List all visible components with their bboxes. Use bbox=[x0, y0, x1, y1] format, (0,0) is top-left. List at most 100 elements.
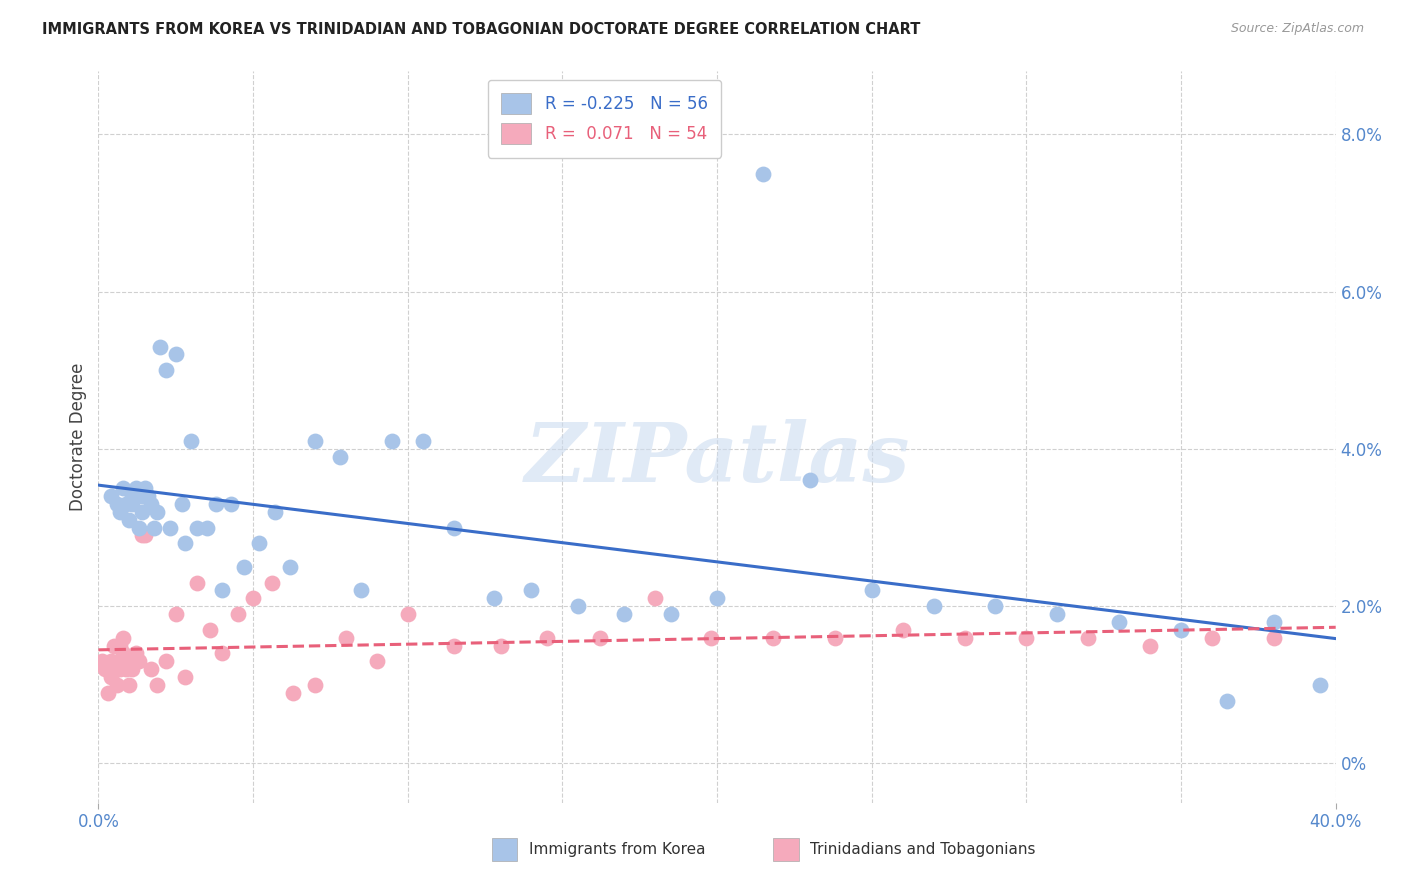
Point bbox=[329, 450, 352, 464]
Point bbox=[108, 505, 131, 519]
Point bbox=[366, 654, 388, 668]
Point bbox=[283, 686, 305, 700]
Point bbox=[146, 678, 169, 692]
Point bbox=[613, 607, 636, 621]
Point bbox=[118, 678, 141, 692]
Point bbox=[706, 591, 728, 606]
Point bbox=[520, 583, 543, 598]
Point bbox=[567, 599, 589, 614]
Point bbox=[443, 520, 465, 534]
Point bbox=[103, 662, 125, 676]
Point bbox=[263, 505, 285, 519]
Point bbox=[155, 654, 177, 668]
Point bbox=[146, 505, 169, 519]
Text: Trinidadians and Tobagonians: Trinidadians and Tobagonians bbox=[810, 842, 1035, 857]
Point bbox=[860, 583, 883, 598]
Point bbox=[121, 497, 143, 511]
Point bbox=[165, 607, 187, 621]
Point bbox=[1077, 631, 1099, 645]
Point bbox=[211, 583, 233, 598]
Point bbox=[304, 434, 326, 448]
Point bbox=[278, 559, 301, 574]
Point bbox=[149, 340, 172, 354]
Point bbox=[260, 575, 283, 590]
Point bbox=[97, 662, 120, 676]
Point bbox=[247, 536, 270, 550]
Point bbox=[128, 654, 150, 668]
Point bbox=[103, 639, 125, 653]
Point bbox=[100, 670, 122, 684]
Point bbox=[226, 607, 249, 621]
Point bbox=[1263, 615, 1285, 629]
Point bbox=[134, 481, 156, 495]
Text: Immigrants from Korea: Immigrants from Korea bbox=[529, 842, 706, 857]
Point bbox=[891, 623, 914, 637]
Point bbox=[484, 591, 506, 606]
Point bbox=[350, 583, 373, 598]
Point bbox=[232, 559, 254, 574]
Point bbox=[211, 646, 233, 660]
Point bbox=[105, 497, 128, 511]
Point bbox=[115, 662, 138, 676]
Point bbox=[124, 481, 146, 495]
Point bbox=[762, 631, 785, 645]
Point bbox=[136, 489, 159, 503]
Point bbox=[1170, 623, 1192, 637]
Point bbox=[304, 678, 326, 692]
Text: ZIPatlas: ZIPatlas bbox=[524, 419, 910, 499]
Point bbox=[93, 662, 115, 676]
Point bbox=[121, 489, 143, 503]
Point bbox=[105, 678, 128, 692]
Point bbox=[381, 434, 404, 448]
Point bbox=[205, 497, 228, 511]
Point bbox=[922, 599, 945, 614]
Point bbox=[112, 646, 135, 660]
Point bbox=[195, 520, 218, 534]
Point bbox=[984, 599, 1007, 614]
Point bbox=[131, 505, 153, 519]
Point bbox=[198, 623, 221, 637]
Point bbox=[124, 646, 146, 660]
Point bbox=[824, 631, 846, 645]
Point bbox=[100, 489, 122, 503]
Point bbox=[100, 654, 122, 668]
Point bbox=[121, 662, 143, 676]
Point bbox=[1201, 631, 1223, 645]
Point bbox=[221, 497, 243, 511]
Point bbox=[170, 497, 193, 511]
Point bbox=[186, 520, 208, 534]
Point bbox=[131, 489, 153, 503]
Point bbox=[128, 520, 150, 534]
Point bbox=[953, 631, 976, 645]
Point bbox=[489, 639, 512, 653]
Point bbox=[174, 536, 197, 550]
Point bbox=[112, 481, 135, 495]
Point bbox=[1046, 607, 1069, 621]
Point bbox=[108, 654, 131, 668]
Point bbox=[443, 639, 465, 653]
Point bbox=[165, 347, 187, 361]
Point bbox=[115, 497, 138, 511]
Point bbox=[90, 654, 112, 668]
Point bbox=[1309, 678, 1331, 692]
Text: IMMIGRANTS FROM KOREA VS TRINIDADIAN AND TOBAGONIAN DOCTORATE DEGREE CORRELATION: IMMIGRANTS FROM KOREA VS TRINIDADIAN AND… bbox=[42, 22, 921, 37]
Point bbox=[536, 631, 558, 645]
Point bbox=[335, 631, 357, 645]
Point bbox=[155, 363, 177, 377]
Point bbox=[105, 662, 128, 676]
Point bbox=[180, 434, 202, 448]
Point bbox=[1015, 631, 1038, 645]
Point bbox=[412, 434, 434, 448]
Point bbox=[118, 513, 141, 527]
Point bbox=[1139, 639, 1161, 653]
Point bbox=[108, 662, 131, 676]
Point bbox=[112, 631, 135, 645]
Point bbox=[799, 473, 821, 487]
Point bbox=[186, 575, 208, 590]
Point bbox=[159, 520, 181, 534]
Point bbox=[139, 497, 162, 511]
Point bbox=[1216, 693, 1239, 707]
Point bbox=[174, 670, 197, 684]
Point bbox=[242, 591, 264, 606]
Point bbox=[97, 686, 120, 700]
